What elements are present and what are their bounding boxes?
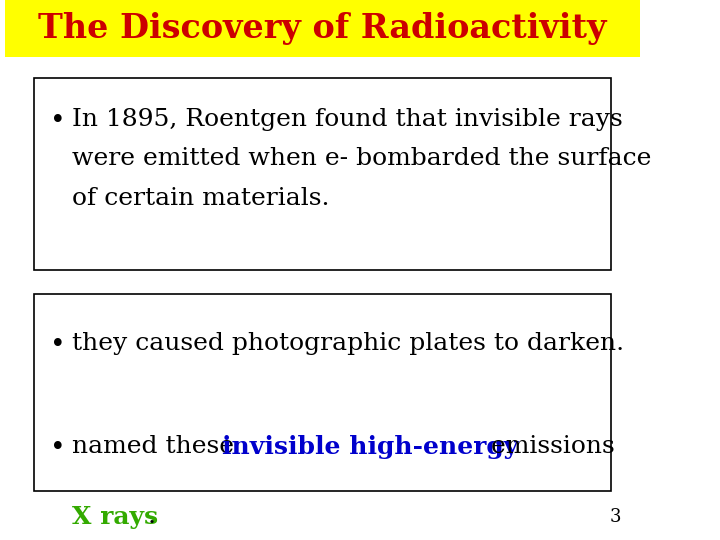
Text: invisible high-energy: invisible high-energy <box>222 435 518 458</box>
Text: In 1895, Roentgen found that invisible rays: In 1895, Roentgen found that invisible r… <box>72 108 623 131</box>
Text: 3: 3 <box>610 509 621 526</box>
Text: they caused photographic plates to darken.: they caused photographic plates to darke… <box>72 332 624 355</box>
Text: •: • <box>50 108 66 133</box>
Text: •: • <box>50 332 66 357</box>
FancyBboxPatch shape <box>34 294 611 491</box>
Text: X rays: X rays <box>72 505 158 529</box>
Text: were emitted when e- bombarded the surface: were emitted when e- bombarded the surfa… <box>72 147 652 171</box>
Text: .: . <box>148 505 156 528</box>
Text: The Discovery of Radioactivity: The Discovery of Radioactivity <box>38 12 607 45</box>
Text: •: • <box>50 435 66 460</box>
FancyBboxPatch shape <box>34 78 611 270</box>
Text: named these: named these <box>72 435 242 458</box>
FancyBboxPatch shape <box>5 0 640 57</box>
Text: of certain materials.: of certain materials. <box>72 187 330 210</box>
Text: emissions: emissions <box>483 435 615 458</box>
